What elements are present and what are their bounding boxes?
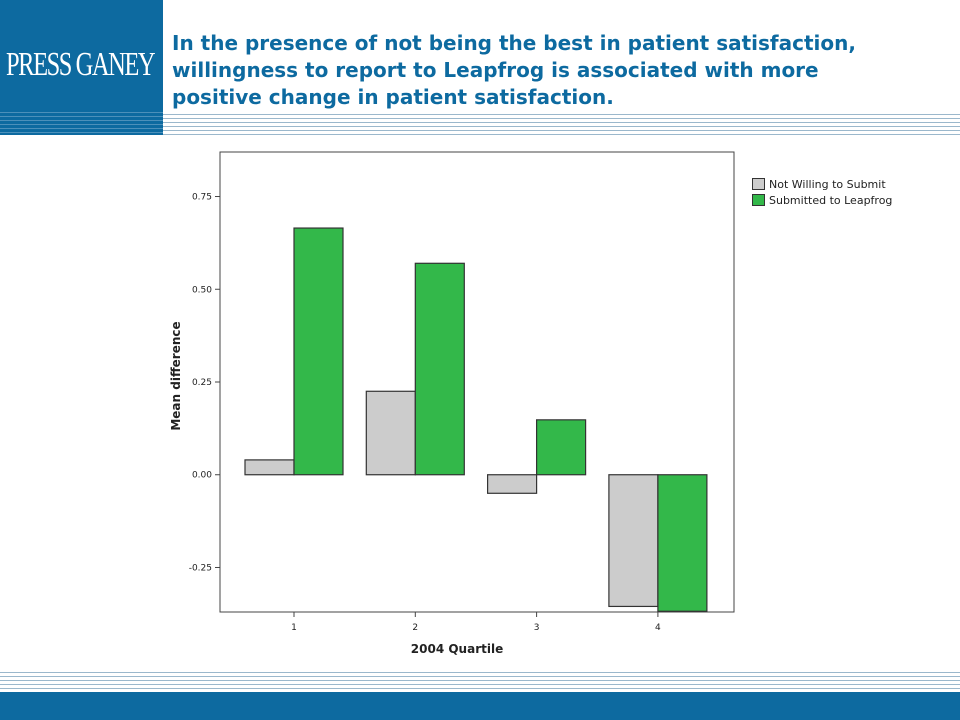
legend-label-not-willing: Not Willing to Submit <box>769 177 886 191</box>
footer-divider-lines <box>0 672 960 692</box>
bar-submitted-q1 <box>293 227 344 476</box>
bar-submitted-q3 <box>535 419 587 476</box>
bar-submitted-q4 <box>657 474 708 612</box>
bar-not-willing-q4 <box>608 474 659 608</box>
slide-title: In the presence of not being the best in… <box>172 30 952 111</box>
legend-swatch-submitted <box>752 194 765 206</box>
legend-label-submitted: Submitted to Leapfrog <box>769 193 893 207</box>
logo-stripes <box>0 112 163 135</box>
header-divider-lines <box>163 114 960 135</box>
legend-item-submitted: Submitted to Leapfrog <box>752 192 892 208</box>
title-line-2: willingness to report to Leapfrog is ass… <box>172 58 819 82</box>
y-tick-label: -0.25 <box>189 563 212 573</box>
footer-bar <box>0 692 960 720</box>
title-line-3: positive change in patient satisfaction. <box>172 85 614 109</box>
y-tick-label: 0.25 <box>192 378 212 388</box>
y-tick-label: 0.00 <box>192 471 212 481</box>
x-tick-label: 2 <box>412 623 418 633</box>
chart-legend: Not Willing to Submit Submitted to Leapf… <box>752 176 892 208</box>
legend-swatch-not-willing <box>752 178 765 190</box>
legend-item-not-willing: Not Willing to Submit <box>752 176 892 192</box>
bar-not-willing-q3 <box>487 474 538 494</box>
bar-not-willing-q2 <box>365 390 416 476</box>
x-tick-label: 3 <box>534 623 540 633</box>
bar-submitted-q2 <box>414 262 465 476</box>
y-axis-title: Mean difference <box>169 321 183 430</box>
bar-not-willing-q1 <box>244 459 295 476</box>
x-tick-label: 4 <box>655 623 661 633</box>
x-axis-title: 2004 Quartile <box>411 642 503 656</box>
y-tick-label: 0.50 <box>192 285 212 295</box>
x-tick-label: 1 <box>291 623 297 633</box>
brand-logo-panel: PRESS GANEY <box>0 0 163 135</box>
title-line-1: In the presence of not being the best in… <box>172 31 856 55</box>
y-tick-label: 0.75 <box>192 193 212 203</box>
